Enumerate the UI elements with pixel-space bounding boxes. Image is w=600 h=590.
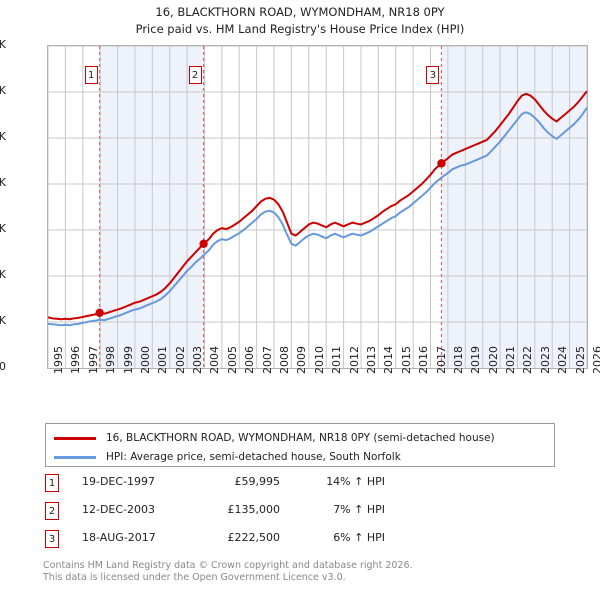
x-axis-tick: 1996: [69, 346, 83, 374]
footer-line-1: Contains HM Land Registry data © Crown c…: [43, 560, 413, 571]
x-axis-tick: 2003: [191, 346, 205, 374]
x-axis-tick: 2023: [538, 346, 552, 374]
legend-item: HPI: Average price, semi-detached house,…: [54, 447, 401, 467]
transaction-price: £222,500: [227, 531, 281, 544]
x-axis-tick: 1995: [52, 346, 65, 374]
x-axis-tick: 2011: [330, 346, 344, 374]
x-axis-tick: 2013: [364, 346, 378, 374]
x-axis-tick: 2001: [156, 346, 170, 374]
chart-plot-area: [47, 45, 588, 369]
transaction-date: 12-DEC-2003: [82, 503, 156, 516]
x-axis-tick: 2006: [243, 346, 257, 374]
x-axis-tick: 1999: [121, 346, 135, 374]
transaction-hpi-delta: 14% ↑ HPI: [326, 475, 385, 488]
x-axis-tick: 2010: [312, 346, 326, 374]
x-axis-tick: 2018: [451, 346, 465, 374]
legend-swatch: [54, 436, 96, 440]
chart-marker-1[interactable]: 1: [84, 66, 98, 84]
x-axis-tick: 2012: [347, 346, 361, 374]
title-line-2: Price paid vs. HM Land Registry's House …: [135, 22, 465, 36]
transaction-index: 2: [45, 502, 59, 520]
x-axis-tick: 2024: [556, 346, 570, 374]
x-axis-tick: 2015: [399, 346, 413, 374]
x-axis-tick: 1997: [86, 346, 100, 374]
x-axis-tick: 2025: [573, 346, 587, 374]
transaction-index: 1: [45, 474, 59, 492]
legend-label: 16, BLACKTHORN ROAD, WYMONDHAM, NR18 0PY…: [106, 432, 495, 444]
x-axis-tick: 2004: [208, 346, 222, 374]
x-axis-tick: 2017: [434, 346, 448, 374]
x-axis-tick: 2016: [417, 346, 431, 374]
transaction-date: 19-DEC-1997: [82, 475, 156, 488]
x-axis-tick: 2008: [278, 346, 292, 374]
page-title: 16, BLACKTHORN ROAD, WYMONDHAM, NR18 0PY…: [0, 4, 600, 38]
x-axis-tick: 2019: [469, 346, 483, 374]
title-line-1: 16, BLACKTHORN ROAD, WYMONDHAM, NR18 0PY: [155, 5, 445, 19]
x-axis-tick: 1998: [104, 346, 118, 374]
x-axis-tick: 2002: [173, 346, 187, 374]
chart-marker-3[interactable]: 3: [426, 66, 440, 84]
x-axis-tick: 2021: [504, 346, 518, 374]
footer-attribution: Contains HM Land Registry data © Crown c…: [43, 560, 583, 584]
x-axis-tick: 2022: [521, 346, 535, 374]
legend-item: 16, BLACKTHORN ROAD, WYMONDHAM, NR18 0PY…: [54, 428, 495, 448]
x-axis-tick: 2007: [260, 346, 274, 374]
footer-line-2: This data is licensed under the Open Gov…: [43, 572, 346, 583]
price-history-chart: [48, 46, 587, 368]
legend-label: HPI: Average price, semi-detached house,…: [106, 451, 401, 463]
x-axis-tick: 2005: [225, 346, 239, 374]
transaction-price: £135,000: [227, 503, 281, 516]
x-axis-tick: 2014: [382, 346, 396, 374]
transaction-price: £59,995: [234, 475, 281, 488]
legend-swatch: [54, 455, 96, 459]
chart-marker-2[interactable]: 2: [188, 66, 202, 84]
chart-legend: 16, BLACKTHORN ROAD, WYMONDHAM, NR18 0PY…: [45, 423, 555, 467]
transaction-index: 3: [45, 530, 59, 548]
transaction-hpi-delta: 7% ↑ HPI: [333, 503, 385, 516]
x-axis-tick: 2000: [138, 346, 152, 374]
x-axis-tick: 2020: [486, 346, 500, 374]
transaction-date: 18-AUG-2017: [82, 531, 156, 544]
x-axis-tick: 2026: [591, 346, 600, 374]
transaction-hpi-delta: 6% ↑ HPI: [333, 531, 385, 544]
x-axis-tick: 2009: [295, 346, 309, 374]
